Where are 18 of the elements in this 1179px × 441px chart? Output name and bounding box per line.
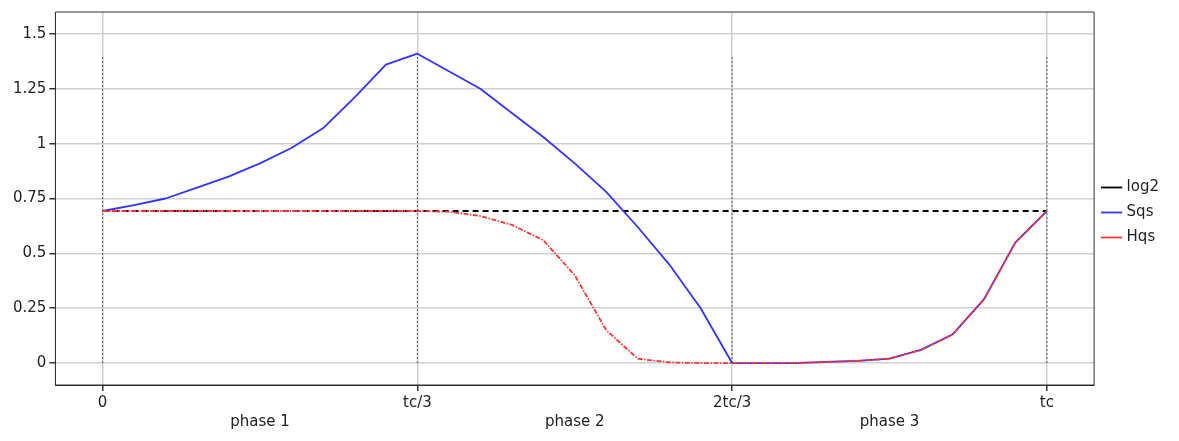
x-tick-label: 2tc/3 — [712, 392, 752, 411]
line-series — [101, 210, 1048, 364]
legend-label: log2 — [1126, 177, 1160, 196]
y-tick-label: 1.5 — [22, 23, 47, 42]
text: phase 1 — [230, 412, 290, 431]
y-tick-label: 0.25 — [12, 298, 47, 317]
y-tick-label: 1 — [36, 133, 47, 152]
y-tick-label: 1.25 — [12, 78, 47, 97]
x-tick-label: tc/3 — [403, 392, 432, 411]
x-tick-label: tc — [1039, 392, 1054, 411]
y-tick-label: 0.5 — [22, 243, 47, 262]
x-tick-label: 0 — [97, 392, 108, 411]
legend-label: Sqs — [1126, 202, 1154, 221]
text: phase 2 — [544, 412, 605, 431]
legend-label: Hqs — [1126, 227, 1156, 246]
y-tick-label: 0.75 — [12, 188, 47, 207]
text: phase 3 — [859, 412, 920, 431]
y-tick-label: 0 — [36, 352, 47, 371]
